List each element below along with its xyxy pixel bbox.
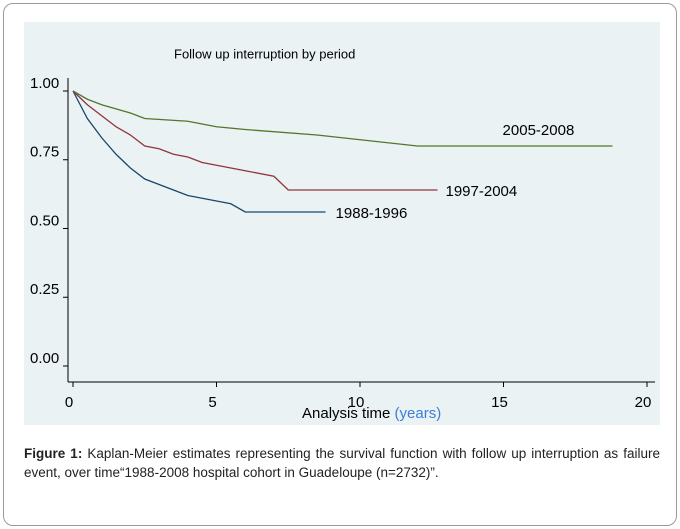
survival-curve: [72, 90, 438, 191]
y-tick-label: 1.00: [30, 75, 59, 92]
y-tick-label: 0.50: [30, 212, 59, 229]
chart-background: [24, 22, 660, 425]
y-tick-label: 0.25: [30, 281, 59, 298]
caption: Figure 1: Kaplan-Meier estimates represe…: [24, 444, 660, 482]
survival-curve: [72, 90, 326, 213]
series-label: 1997-2004: [445, 183, 517, 200]
y-tick-label: 0.75: [30, 144, 59, 161]
caption-text: Kaplan-Meier estimates representing the …: [24, 446, 660, 480]
x-axis-title: Analysis time (years): [302, 405, 441, 422]
caption-label: Figure 1:: [24, 446, 83, 461]
series-label: 1988-1996: [336, 205, 408, 222]
x-tick-label: 5: [208, 394, 216, 411]
x-tick-label: 10: [348, 394, 365, 411]
chart: Follow up interruption by period Analysi…: [24, 22, 660, 425]
x-tick-label: 15: [491, 394, 508, 411]
y-tick-label: 0.00: [30, 350, 59, 367]
survival-curve: [72, 90, 613, 147]
x-axis-label: Analysis time: [302, 405, 390, 422]
x-tick-label: 20: [635, 394, 652, 411]
x-axis-unit: (years): [395, 405, 442, 422]
frame: [3, 3, 677, 526]
chart-title: Follow up interruption by period: [174, 46, 355, 61]
series-label: 2005-2008: [503, 122, 575, 139]
x-tick-label: 0: [65, 394, 73, 411]
